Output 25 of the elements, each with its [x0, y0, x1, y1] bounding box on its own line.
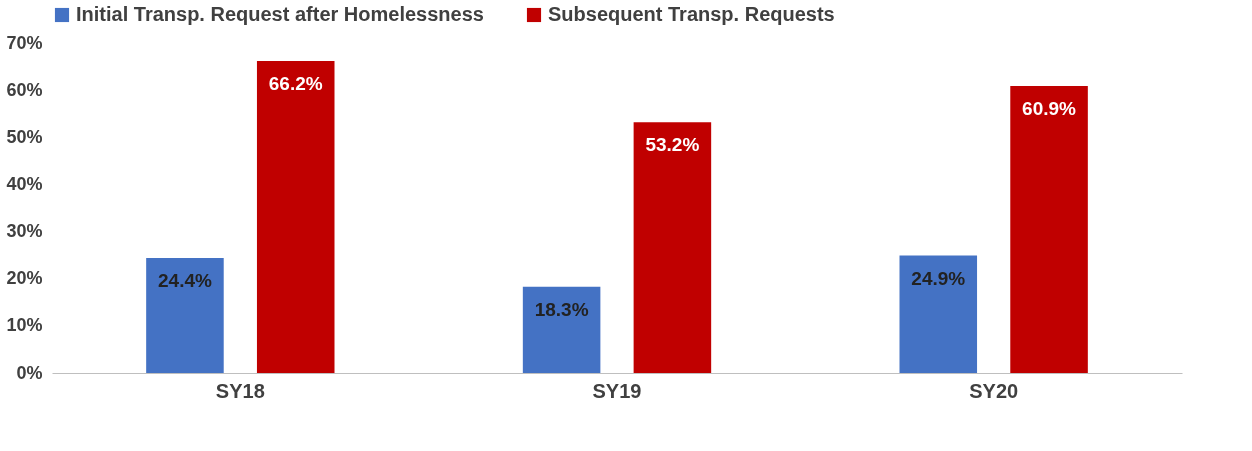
y-tick-label: 0%: [16, 362, 43, 383]
legend-label: Initial Transp. Request after Homelessness: [76, 3, 484, 25]
data-label: 53.2%: [645, 134, 700, 156]
bar: [1010, 85, 1088, 373]
x-tick-label: SY19: [592, 379, 642, 402]
y-tick-label: 10%: [6, 315, 43, 336]
y-tick-label: 70%: [6, 32, 43, 53]
legend-label: Subsequent Transp. Requests: [548, 3, 835, 25]
data-label: 60.9%: [1022, 97, 1077, 119]
y-tick-label: 40%: [6, 173, 43, 194]
bar: [633, 122, 712, 373]
x-tick-label: SY18: [215, 379, 265, 402]
bar: [522, 286, 601, 373]
x-tick-label: SY20: [969, 379, 1019, 402]
data-label: 24.4%: [158, 269, 212, 291]
bar: [899, 255, 978, 373]
bar: [256, 60, 335, 373]
y-tick-label: 30%: [6, 221, 43, 242]
data-label: 18.3%: [534, 298, 589, 320]
y-tick-label: 20%: [6, 268, 43, 289]
bar: [146, 257, 224, 373]
data-label: 24.9%: [911, 267, 966, 289]
data-label: 66.2%: [268, 72, 323, 94]
y-tick-label: 60%: [6, 79, 43, 100]
y-tick-label: 50%: [6, 126, 43, 147]
